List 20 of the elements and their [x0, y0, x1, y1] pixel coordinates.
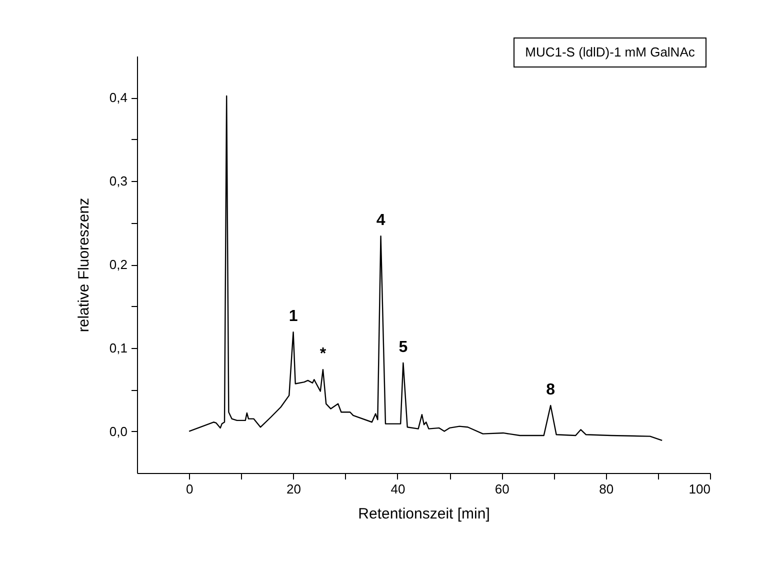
- x-axis-title: Retentionszeit [min]: [358, 506, 490, 522]
- annotation: 8: [546, 381, 556, 398]
- x-tick-label: 0: [186, 482, 194, 496]
- x-tick-label: 80: [599, 482, 614, 496]
- y-tick-label: 0,4: [109, 90, 128, 106]
- chart-title: MUC1-S (ldlD)-1 mM GalNAc: [525, 44, 696, 60]
- x-tick-label: 60: [494, 482, 510, 496]
- line-series: [188, 95, 663, 442]
- annotation: 4: [376, 212, 386, 230]
- annotation: 1: [288, 308, 298, 326]
- y-tick-label: 0,3: [109, 174, 128, 189]
- x-tick-label: 100: [688, 482, 710, 496]
- y-tick-label: 0,1: [109, 340, 128, 356]
- annotation: 5: [398, 338, 408, 356]
- y-tick-label: 0,0: [109, 424, 128, 439]
- y-axis-title: relative Fluoreszenz: [75, 198, 92, 332]
- y-tick-label: 0,2: [109, 257, 128, 272]
- annotation: *: [320, 346, 327, 363]
- x-tick-label: 40: [390, 482, 406, 496]
- x-tick-label: 20: [286, 482, 302, 496]
